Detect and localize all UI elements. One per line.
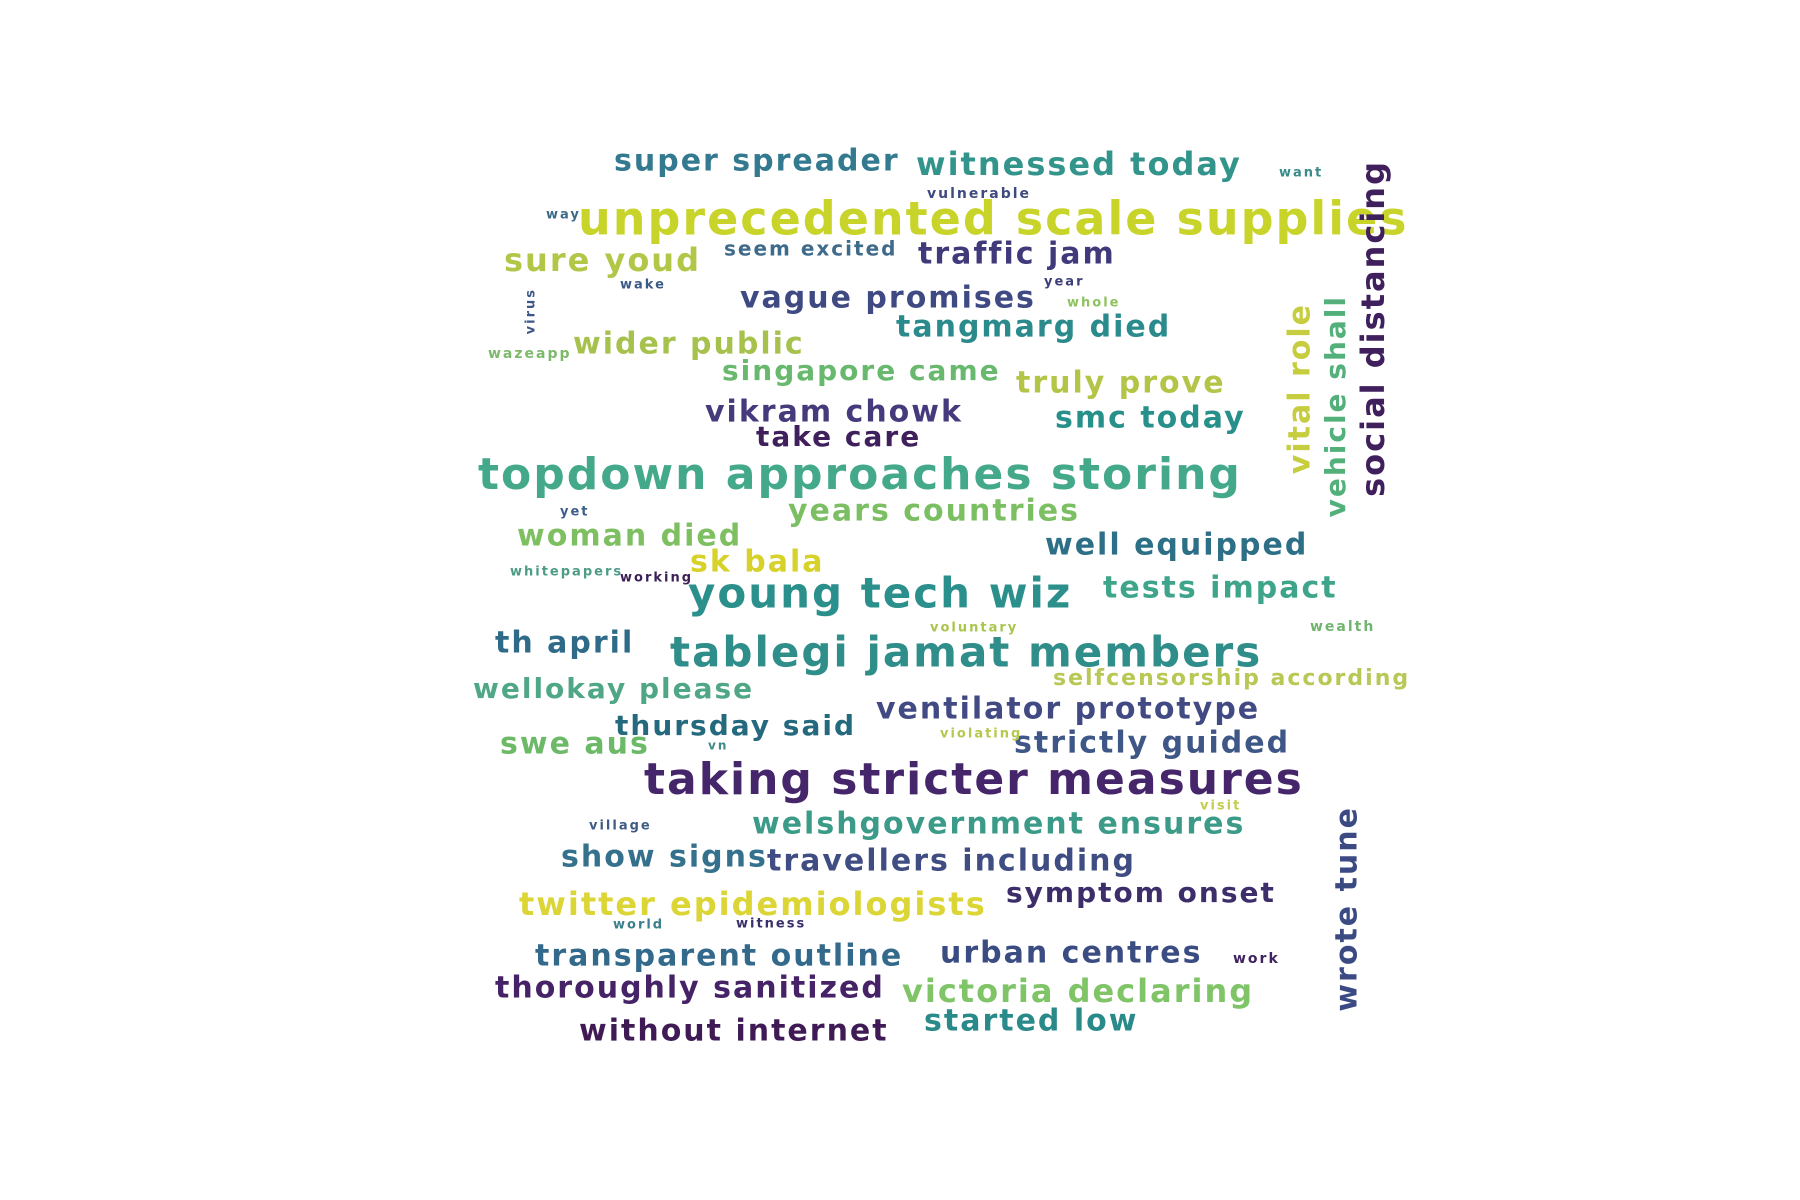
word-vulnerable: vulnerable [927,186,1031,202]
word-without-internet: without internet [579,1014,889,1049]
word-vague-promises: vague promises [740,281,1036,316]
word-swe-aus: swe aus [500,727,650,762]
word-taking-stricter-measures: taking stricter measures [644,754,1304,805]
word-work: work [1233,951,1280,967]
word-unprecedented-scale-supplies: unprecedented scale supplies [578,192,1409,246]
word-tablegi-jamat-members: tablegi jamat members [670,628,1262,677]
word-world: world [613,918,664,933]
word-welshgovernment-ensures: welshgovernment ensures [752,807,1245,842]
word-village: village [589,819,652,834]
word-sk-bala: sk bala [690,545,825,580]
word-wealth: wealth [1310,619,1375,635]
word-whitepapers: whitepapers [510,565,623,580]
word-tangmarg-died: tangmarg died [896,310,1171,345]
word-singapore-came: singapore came [722,354,1001,387]
word-years-countries: years countries [788,494,1080,529]
word-woman-died: woman died [517,519,742,554]
word-selfcensorship-according: selfcensorship according [1053,666,1410,691]
word-symptom-onset: symptom onset [1006,876,1276,909]
word-way: way [546,208,581,223]
word-transparent-outline: transparent outline [535,939,903,974]
word-twitter-epidemiologists: twitter epidemiologists [519,885,987,923]
word-want: want [1279,166,1323,181]
word-travellers-including: travellers including [767,844,1136,879]
word-visit: visit [1200,799,1241,814]
word-smc-today: smc today [1055,401,1246,436]
word-strictly-guided: strictly guided [1014,726,1290,761]
word-voluntary: voluntary [930,621,1018,636]
word-social-distancing: social distancing [1354,160,1392,497]
word-sure-youd: sure youd [504,241,701,279]
word-show-signs: show signs [561,840,768,875]
word-thursday-said: thursday said [615,709,856,742]
word-wake: wake [620,278,666,293]
word-ventilator-prototype: ventilator prototype [876,692,1260,727]
word-yet: yet [560,505,590,520]
word-witnessed-today: witnessed today [916,145,1242,183]
word-wazeapp: wazeapp [488,346,572,362]
word-victoria-declaring: victoria declaring [902,972,1254,1010]
word-wrote-tune: wrote tune [1330,806,1365,1012]
word-topdown-approaches-storing: topdown approaches storing [478,449,1242,500]
word-take-care: take care [756,420,921,453]
word-wider-public: wider public [573,327,805,362]
word-whole: whole [1067,296,1120,311]
word-vital-role: vital role [1283,303,1318,474]
word-year: year [1044,275,1084,290]
word-well-equipped: well equipped [1045,528,1308,563]
word-working: working [620,571,693,586]
word-thoroughly-sanitized: thoroughly sanitized [495,971,885,1006]
word-vn: vn [708,739,728,753]
word-traffic-jam: traffic jam [918,237,1116,272]
word-vehicle-shall: vehicle shall [1319,295,1352,517]
word-vikram-chowk: vikram chowk [705,395,963,430]
word-th-april: th april [495,626,634,661]
word-super-spreader: super spreader [614,144,900,179]
word-witness: witness [736,917,806,932]
word-started-low: started low [924,1004,1138,1039]
word-urban-centres: urban centres [940,936,1203,971]
word-wellokay-please: wellokay please [473,672,754,705]
word-violating: violating [940,727,1022,742]
word-virus: virus [524,288,539,334]
word-tests-impact: tests impact [1103,571,1338,606]
word-truly-prove: truly prove [1016,366,1226,401]
word-young-tech-wiz: young tech wiz [688,569,1072,618]
word-seem-excited: seem excited [724,237,897,261]
